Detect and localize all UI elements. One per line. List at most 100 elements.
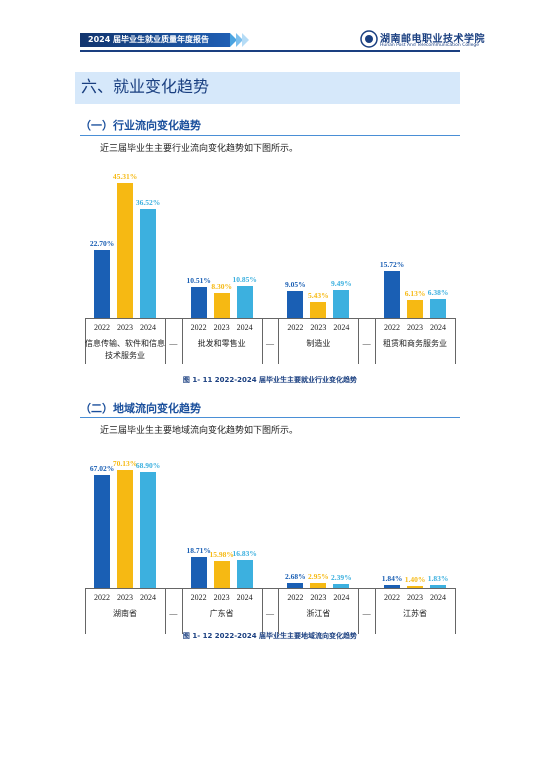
subheading-line (80, 417, 460, 418)
caption: 图 1- 12 2022-2024 届毕业生主要地域流向变化趋势 (182, 632, 358, 640)
baseline (85, 588, 455, 589)
year-label: 2024 (333, 593, 350, 602)
chevron (242, 33, 249, 47)
bar (287, 583, 304, 588)
value-label: 22.70% (89, 239, 115, 249)
value-label: 6.13% (404, 288, 426, 298)
group-border (358, 318, 360, 364)
bar (236, 285, 253, 318)
group-border (278, 318, 280, 364)
year-label: 2023 (213, 323, 230, 332)
bar (333, 583, 350, 588)
value-label: 2.68% (285, 572, 306, 582)
chart: 湖南省 — 67.02% 2022 70.13% 2023 68.90% 2024 广东省 — 18… (85, 452, 456, 634)
category-label: 广东省 (209, 609, 234, 618)
bar (190, 556, 207, 588)
group-border (278, 588, 280, 634)
category-label: 制造业 (306, 339, 331, 348)
year-label: 2022 (94, 323, 110, 332)
year-label: 2023 (117, 323, 133, 332)
year-label: 2022 (94, 593, 110, 602)
school-name-en: Hunan Post And Telecommunication College (380, 43, 479, 48)
bar (407, 299, 423, 318)
group-border (261, 588, 263, 634)
year-label: 2024 (140, 593, 156, 602)
group-border (165, 318, 166, 364)
year-label: 2023 (310, 593, 327, 602)
bar (430, 298, 446, 318)
year-label: 2022 (190, 323, 207, 332)
school-logo (360, 30, 378, 48)
school-name: 湖南邮电职业技术学院 (380, 34, 485, 45)
chart: 信息传输、软件和信息技术服务业 — 22.70% 2022 45.31% 2023 36.5… (85, 165, 456, 365)
value-label: 70.13% (112, 459, 138, 468)
value-label: 68.90% (135, 461, 161, 471)
value-label: 1.83% (427, 573, 449, 583)
bar (94, 475, 110, 588)
year-label: 2023 (407, 593, 423, 602)
value-label: 15.72% (379, 260, 405, 270)
value-label: 2.95% (308, 572, 329, 582)
year-label: 2022 (384, 323, 400, 332)
value-label: 36.52% (135, 198, 161, 208)
value-label: 9.05% (285, 280, 306, 290)
subheading: （二）地域流向变化趋势 (80, 403, 201, 415)
bar (236, 559, 253, 588)
group-border (85, 318, 86, 364)
subheading: （一）行业流向变化趋势 (80, 120, 201, 132)
paragraph: 近三届毕业生主要地域流向变化趋势如下图所示。 (100, 425, 299, 435)
category-label: 浙江省 (306, 609, 331, 618)
bar (310, 301, 327, 318)
value-label: 2.39% (331, 572, 352, 582)
value-label: 1.84% (381, 573, 403, 583)
caption: 图 1- 11 2022-2024 届毕业生主要就业行业变化趋势 (182, 376, 358, 384)
year-label: 2022 (287, 323, 304, 332)
value-label: 6.38% (427, 287, 449, 297)
bar (117, 470, 133, 588)
bar (213, 293, 230, 318)
year-label: 2022 (190, 593, 207, 602)
bar (117, 183, 133, 318)
category-label: 信息传输、软件和信息技术服务业 (85, 339, 165, 360)
separator: — (362, 609, 371, 618)
separator: — (265, 609, 274, 618)
paragraph: 近三届毕业生主要行业流向变化趋势如下图所示。 (100, 143, 299, 153)
category-label: 湖南省 (113, 609, 137, 618)
category-label: 江苏省 (403, 609, 427, 618)
year-label: 2024 (333, 323, 350, 332)
year-label: 2023 (407, 323, 423, 332)
year-label: 2023 (310, 323, 327, 332)
chevron (236, 33, 243, 47)
year-label: 2022 (384, 593, 400, 602)
value-label: 9.49% (331, 278, 352, 288)
value-label: 16.83% (232, 548, 257, 558)
bar (287, 291, 304, 318)
bar (190, 286, 207, 318)
bar (384, 584, 400, 588)
bar (333, 289, 350, 318)
year-label: 2024 (430, 593, 446, 602)
group-border (85, 588, 86, 634)
value-label: 18.71% (186, 545, 211, 555)
bar (94, 250, 110, 318)
subheading-line (80, 135, 460, 136)
value-label: 67.02% (89, 464, 115, 474)
bar (384, 271, 400, 318)
group-border (455, 588, 456, 634)
value-label: 45.31% (112, 172, 138, 181)
value-label: 10.85% (232, 274, 257, 284)
category-label: 批发和零售业 (197, 339, 246, 348)
year-label: 2023 (117, 593, 133, 602)
year-label: 2022 (287, 593, 304, 602)
year-label: 2023 (213, 593, 230, 602)
year-label: 2024 (236, 323, 253, 332)
group-border (181, 318, 183, 364)
bar (213, 561, 230, 588)
separator: — (169, 609, 178, 618)
bar (140, 209, 156, 318)
chevron (230, 33, 237, 47)
separator: — (169, 339, 178, 348)
value-label: 1.40% (404, 574, 426, 584)
value-label: 15.98% (209, 550, 234, 560)
group-border (455, 318, 456, 364)
